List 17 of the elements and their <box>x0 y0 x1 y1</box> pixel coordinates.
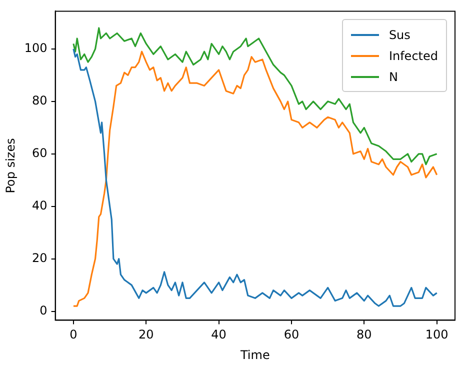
y-tick-label: 100 <box>24 41 48 56</box>
y-tick-label: 40 <box>32 198 48 212</box>
x-tick-label: 100 <box>425 328 448 342</box>
y-axis-title: Pop sizes <box>3 138 18 194</box>
x-axis-title: Time <box>239 348 270 362</box>
legend-label: N <box>388 70 398 84</box>
x-tick-label: 0 <box>70 328 78 342</box>
x-tick-label: 80 <box>356 328 372 342</box>
y-tick-label: 80 <box>32 94 48 108</box>
legend-label: Infected <box>388 48 438 63</box>
y-tick-label: 0 <box>40 303 48 318</box>
y-tick-label: 20 <box>32 250 48 265</box>
legend-label: Sus <box>388 28 410 42</box>
x-tick-label: 20 <box>138 328 154 342</box>
x-tick-label: 40 <box>211 328 226 342</box>
y-tick-label: 60 <box>32 146 48 160</box>
x-tick-label: 60 <box>284 328 300 342</box>
